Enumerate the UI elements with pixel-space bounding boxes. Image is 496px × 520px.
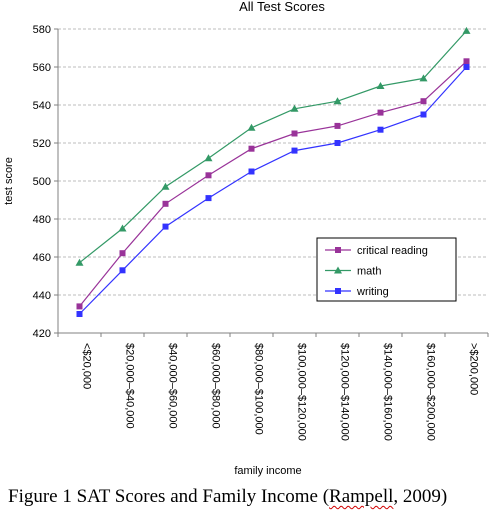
data-point-critical-reading [205, 172, 212, 179]
y-tick-label: 420 [33, 328, 51, 340]
data-point-writing [377, 126, 384, 133]
data-point-critical-reading [248, 145, 255, 152]
x-tick-label: $80,000–$100,000 [253, 343, 265, 435]
series-line-critical-reading [79, 60, 467, 307]
legend-label-math: math [357, 266, 381, 278]
data-point-critical-reading [76, 303, 83, 310]
legend-marker-math [334, 266, 342, 274]
data-point-math [462, 26, 471, 34]
y-tick-label: 460 [33, 252, 51, 264]
data-point-critical-reading [334, 122, 341, 129]
y-tick-label: 480 [33, 214, 51, 226]
x-tick-label: $100,000–$120,000 [296, 343, 308, 441]
data-point-math [75, 258, 84, 266]
legend: critical reading math writing [316, 237, 457, 302]
x-tick-label: $20,000–$40,000 [124, 343, 136, 429]
data-point-critical-reading [291, 130, 298, 137]
data-point-math [290, 104, 299, 112]
x-tick-label: $160,000–$200,000 [425, 343, 437, 441]
series-line-writing [79, 66, 467, 315]
caption-suffix: , 2009) [393, 486, 448, 507]
data-point-writing [334, 140, 341, 146]
data-point-math [247, 123, 256, 131]
data-point-writing [76, 311, 83, 317]
y-tick-label: 500 [33, 176, 51, 188]
data-point-math [333, 97, 342, 105]
data-point-math [161, 182, 170, 190]
y-tick-label: 560 [33, 62, 51, 74]
chart-title: All Test Scores [239, 0, 325, 14]
x-tick-label: $120,000–$140,000 [339, 343, 351, 441]
data-point-writing [119, 267, 126, 274]
y-tick-label: 440 [33, 290, 51, 302]
y-axis-label: test score [3, 157, 15, 205]
data-point-writing [420, 111, 427, 118]
x-axis-label: family income [234, 465, 301, 477]
data-point-critical-reading [377, 109, 384, 116]
x-tick-label: $140,000–$160,000 [382, 343, 394, 441]
y-tick-label: 580 [33, 24, 51, 36]
x-tick-label: <$20,000 [81, 343, 93, 389]
data-point-writing [463, 64, 470, 70]
legend-label-writing: writing [356, 286, 389, 298]
data-point-critical-reading [420, 98, 427, 105]
data-point-math [118, 224, 127, 232]
legend-marker-writing [335, 288, 341, 294]
figure-caption: Figure 1 SAT Scores and Family Income (R… [8, 486, 447, 508]
legend-label-critical-reading: critical reading [357, 245, 428, 257]
caption-author: Rampell [329, 486, 394, 507]
x-tick-label: $40,000–$60,000 [167, 343, 179, 429]
data-point-math [376, 82, 385, 89]
data-point-critical-reading [119, 250, 126, 257]
x-tick-label: >$200,000 [468, 343, 480, 395]
data-point-critical-reading [463, 58, 470, 65]
data-point-writing [248, 168, 255, 175]
series-line-math [79, 30, 467, 264]
chart: All Test Scores 420 440 460 480 500 520 540 560… [3, 0, 489, 477]
data-point-writing [205, 195, 212, 202]
legend-marker-critical-reading [335, 247, 341, 253]
data-point-writing [291, 147, 298, 154]
data-point-math [204, 154, 213, 162]
data-point-critical-reading [162, 200, 169, 207]
data-point-writing [162, 223, 169, 230]
data-point-math [419, 74, 428, 82]
y-tick-label: 540 [33, 100, 51, 112]
caption-prefix: Figure 1 SAT Scores and Family Income ( [8, 486, 330, 507]
plot-area: 420 440 460 480 500 520 540 560 580 <$20,000 $20,0… [33, 24, 489, 441]
y-tick-label: 520 [33, 138, 51, 150]
x-tick-label: $60,000–$80,000 [210, 343, 222, 429]
